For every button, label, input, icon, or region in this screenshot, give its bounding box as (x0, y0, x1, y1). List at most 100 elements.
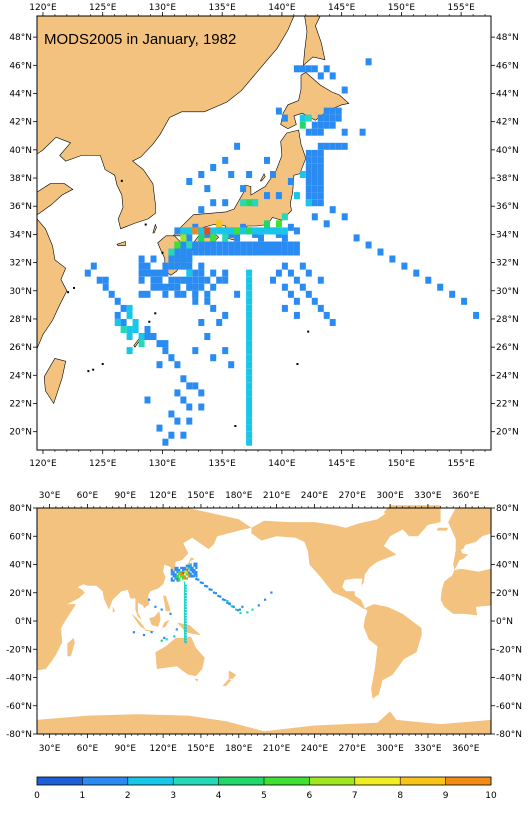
observation-cell (264, 220, 270, 228)
lon-tick-label-bottom: 150°E (187, 744, 215, 754)
observation-cell (198, 241, 205, 249)
observation-cell (323, 142, 330, 150)
observation-cell (317, 72, 324, 80)
lat-tick-label-left: 22°N (9, 400, 32, 410)
observation-cell (317, 149, 324, 157)
observation-cell (174, 241, 181, 249)
lat-tick-label-right: 34°N (496, 230, 519, 240)
global-observation-cell (184, 607, 187, 610)
observation-cell (287, 241, 294, 249)
observation-cell (258, 248, 264, 256)
global-observation-cell (178, 569, 181, 572)
lon-tick-label-top: 140°E (268, 3, 296, 13)
continent-18 (440, 568, 491, 616)
lat-tick-label-left: 20°N (9, 589, 32, 599)
observation-cell (323, 121, 330, 129)
observation-cell (317, 128, 324, 136)
global-observation-cell (187, 573, 190, 576)
observation-cell (258, 227, 264, 235)
global-observation-cell (184, 593, 187, 596)
observation-cell (192, 248, 199, 256)
lat-tick-label-left: 30°N (9, 287, 32, 297)
global-observation-cell (251, 608, 254, 611)
global-observation-cell (226, 601, 229, 604)
observation-cell (317, 164, 324, 171)
observation-cell (198, 403, 205, 411)
observation-cell (281, 262, 288, 270)
observation-cell (144, 326, 151, 333)
lat-tick-label-right: -20°N (496, 645, 522, 655)
observation-cell (126, 347, 133, 355)
global-observation-cell (246, 611, 249, 614)
global-observation-cell (192, 575, 195, 578)
lat-tick-label-right: 46°N (496, 61, 519, 71)
lon-tick-label-bottom: 360°E (452, 744, 480, 754)
observation-cell (335, 142, 342, 150)
global-observation-cell (154, 605, 157, 608)
lat-tick-label-left: 60°N (9, 532, 32, 542)
observation-cell (198, 171, 205, 178)
observation-cell (293, 248, 300, 256)
continent-16 (363, 604, 422, 699)
observation-cell (216, 248, 223, 256)
observation-cell (174, 361, 181, 369)
global-observation-cell (170, 569, 173, 572)
observation-cell (150, 283, 157, 291)
colorbar-segment (218, 777, 265, 785)
observation-cell (246, 241, 253, 249)
colorbar-segment (264, 777, 310, 785)
lon-tick-label-top: 300°E (376, 491, 404, 501)
observation-cell (305, 185, 312, 193)
observation-cell (305, 114, 312, 122)
lat-tick-label-right: 26°N (496, 343, 519, 353)
observation-cell (359, 128, 366, 136)
continent-10 (228, 670, 237, 679)
observation-cell (246, 248, 253, 256)
island-speck-0 (101, 363, 104, 366)
observation-cell (287, 290, 294, 298)
global-observation-cell (150, 631, 153, 634)
global-observation-cell (180, 566, 183, 569)
observation-cell (377, 248, 384, 256)
continent-2 (149, 611, 161, 627)
observation-cell (192, 290, 199, 298)
observation-cell (168, 354, 175, 362)
observation-cell (186, 262, 193, 270)
observation-cell (275, 107, 282, 115)
global-observation-cell (173, 635, 176, 638)
global-observation-cell (182, 573, 185, 576)
observation-cell (126, 311, 133, 319)
observation-cell (198, 206, 205, 214)
observation-cell (180, 248, 187, 256)
observation-cell (174, 255, 181, 263)
lon-tick-label-top: 120°E (29, 3, 57, 13)
observation-cell (132, 326, 139, 333)
lat-tick-label-left: 28°N (9, 315, 32, 325)
observation-cell (210, 283, 217, 291)
observation-cell (311, 121, 318, 129)
global-observation-cell (176, 577, 179, 580)
global-observation-cell (208, 588, 211, 591)
lon-tick-label-bottom: 90°E (114, 744, 136, 754)
lon-tick-label-bottom: 150°E (388, 459, 416, 469)
observation-cell (246, 424, 253, 432)
continent-7 (177, 622, 201, 636)
lat-tick-label-right: 38°N (496, 174, 519, 184)
global-observation-cell (176, 579, 179, 582)
observation-cell (329, 72, 336, 80)
observation-cell (305, 128, 312, 136)
observation-cell (329, 319, 336, 326)
observation-cell (311, 149, 318, 157)
global-observation-cell (195, 566, 198, 569)
observation-cell (264, 192, 270, 200)
lon-tick-label-bottom: 270°E (339, 744, 367, 754)
continent-13 (112, 606, 116, 613)
continent-15 (383, 505, 441, 537)
observation-cell (210, 199, 217, 207)
global-observation-cell (174, 573, 177, 576)
map-frame (36, 15, 492, 451)
global-observation-cell (175, 628, 178, 631)
observation-cell (264, 241, 270, 249)
global-observation-cell (183, 577, 187, 580)
observation-cell (180, 241, 187, 249)
